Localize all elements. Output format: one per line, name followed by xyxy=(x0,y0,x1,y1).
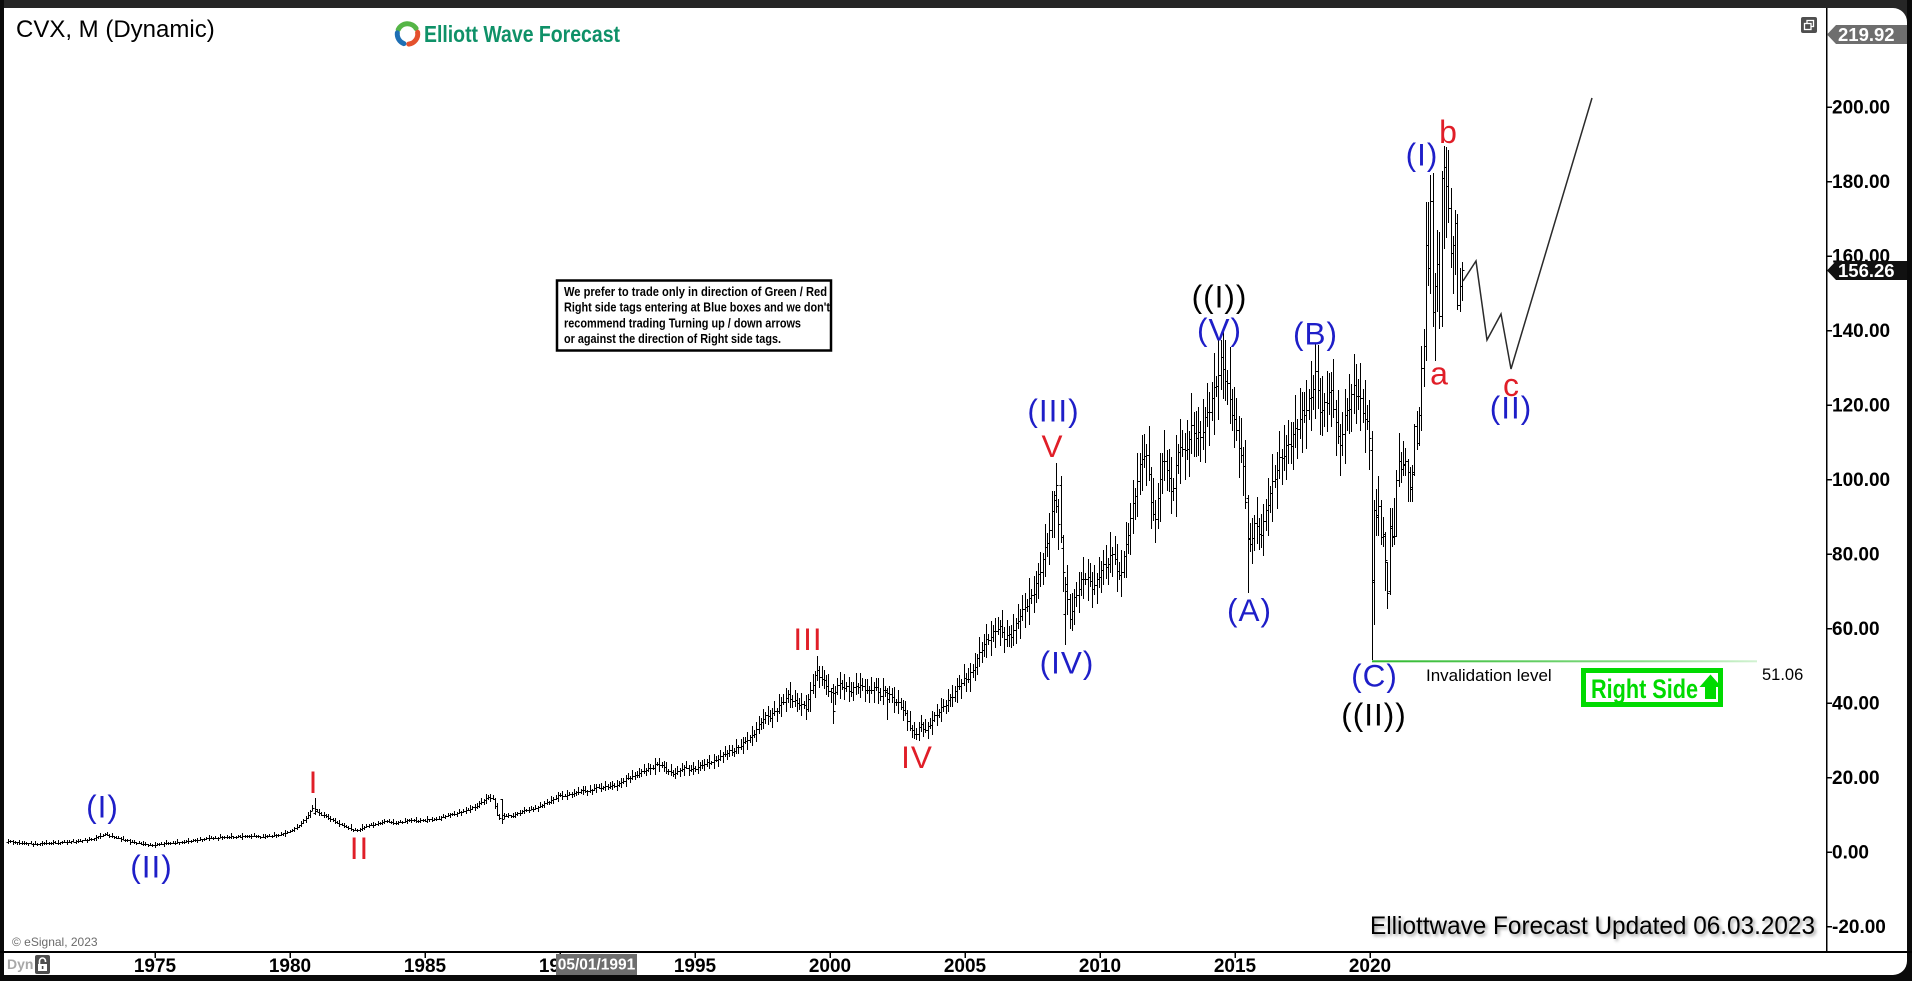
svg-text:156.26: 156.26 xyxy=(1838,260,1895,281)
svg-text:200.00: 200.00 xyxy=(1832,98,1890,119)
svg-text:((I)): ((I)) xyxy=(1192,278,1248,314)
svg-text:recommend trading Turning up /: recommend trading Turning up / down arro… xyxy=(564,315,801,330)
svg-text:(V): (V) xyxy=(1197,311,1242,347)
svg-text:(IV): (IV) xyxy=(1040,644,1095,680)
svg-text:80.00: 80.00 xyxy=(1832,545,1880,566)
svg-text:2000: 2000 xyxy=(809,956,851,977)
svg-text:120.00: 120.00 xyxy=(1832,396,1890,417)
svg-text:III: III xyxy=(793,621,822,657)
svg-text:60.00: 60.00 xyxy=(1832,619,1880,640)
svg-text:I: I xyxy=(309,764,319,800)
svg-text:V: V xyxy=(1041,428,1063,464)
svg-text:1985: 1985 xyxy=(404,956,447,977)
svg-text:Right side tags entering at Bl: Right side tags entering at Blue boxes a… xyxy=(564,300,831,315)
svg-text:c: c xyxy=(1503,367,1520,403)
svg-text:2015: 2015 xyxy=(1214,956,1257,977)
svg-text:(III): (III) xyxy=(1027,392,1079,428)
svg-text:IV: IV xyxy=(901,739,933,775)
svg-text:© eSignal, 2023: © eSignal, 2023 xyxy=(12,935,98,949)
svg-text:(I): (I) xyxy=(1406,136,1439,172)
svg-text:2020: 2020 xyxy=(1349,956,1391,977)
svg-text:Dyn: Dyn xyxy=(7,956,33,972)
svg-text:219.92: 219.92 xyxy=(1838,24,1895,45)
svg-text:(C): (C) xyxy=(1351,657,1398,693)
svg-text:(B): (B) xyxy=(1293,315,1338,351)
svg-text:or against the direction of Ri: or against the direction of Right side t… xyxy=(564,331,781,346)
svg-text:((II)): ((II)) xyxy=(1341,696,1406,732)
svg-text:1995: 1995 xyxy=(674,956,717,977)
svg-text:1980: 1980 xyxy=(269,956,311,977)
svg-text:Invalidation level: Invalidation level xyxy=(1426,666,1552,685)
svg-text:20.00: 20.00 xyxy=(1832,768,1880,789)
svg-text:0.00: 0.00 xyxy=(1832,843,1869,864)
svg-text:2005: 2005 xyxy=(944,956,987,977)
svg-text:(II): (II) xyxy=(1490,389,1532,425)
svg-text:40.00: 40.00 xyxy=(1832,694,1880,715)
svg-text:2010: 2010 xyxy=(1079,956,1121,977)
svg-text:Elliott Wave Forecast: Elliott Wave Forecast xyxy=(424,21,620,47)
svg-text:140.00: 140.00 xyxy=(1832,321,1890,342)
svg-text:II: II xyxy=(350,830,370,866)
svg-text:a: a xyxy=(1430,356,1449,392)
svg-text:180.00: 180.00 xyxy=(1832,172,1890,193)
svg-text:05/01/1991: 05/01/1991 xyxy=(558,957,636,974)
svg-text:CVX, M (Dynamic): CVX, M (Dynamic) xyxy=(16,16,215,43)
svg-text:(II): (II) xyxy=(130,848,172,884)
svg-text:-20.00: -20.00 xyxy=(1832,917,1886,938)
svg-text:(I): (I) xyxy=(86,788,119,824)
svg-text:b: b xyxy=(1439,114,1458,150)
svg-text:Elliottwave Forecast Updated 0: Elliottwave Forecast Updated 06.03.2023 xyxy=(1370,912,1815,940)
svg-text:100.00: 100.00 xyxy=(1832,470,1890,491)
svg-text:Right Side: Right Side xyxy=(1591,674,1698,704)
svg-text:1975: 1975 xyxy=(134,956,177,977)
svg-text:51.06: 51.06 xyxy=(1762,666,1803,684)
svg-text:(A): (A) xyxy=(1227,592,1272,628)
svg-text:We prefer to trade only in dir: We prefer to trade only in direction of … xyxy=(564,284,827,299)
